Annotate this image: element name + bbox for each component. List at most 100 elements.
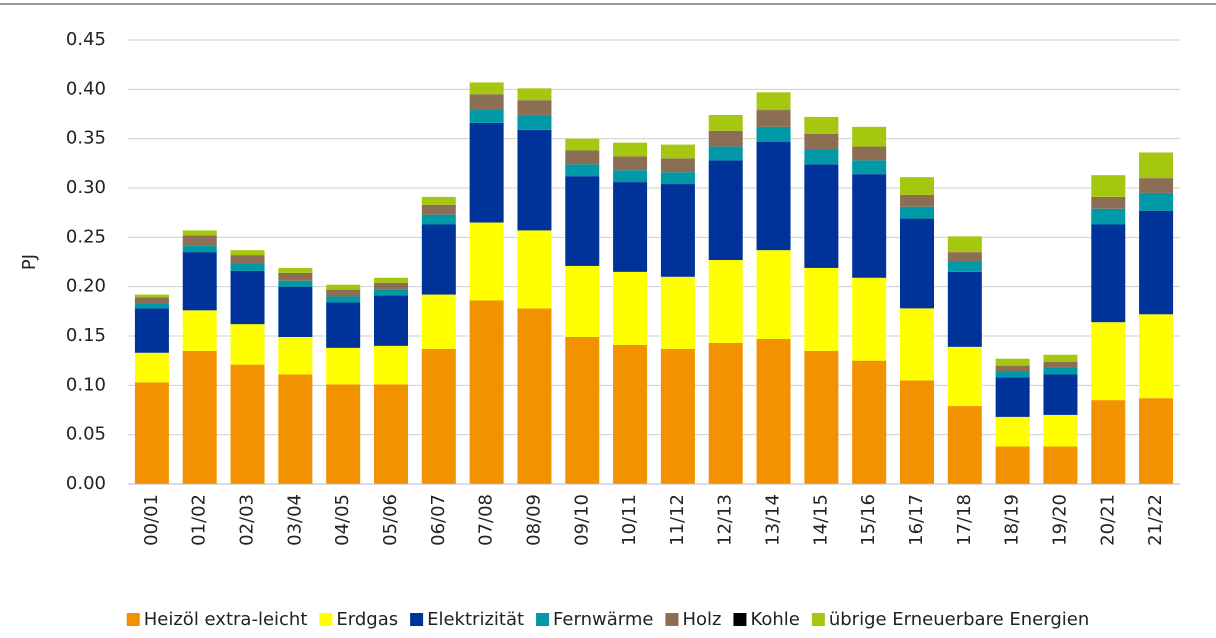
bar-segment bbox=[613, 142, 648, 157]
bar-segment bbox=[565, 164, 600, 177]
y-tick-label: 0.00 bbox=[66, 473, 106, 494]
legend-swatch bbox=[319, 613, 333, 626]
bar-segment bbox=[1139, 152, 1174, 179]
bar-segment bbox=[613, 344, 648, 484]
bar-segment bbox=[182, 350, 217, 484]
bar-segment bbox=[230, 324, 265, 365]
y-tick-label: 0.30 bbox=[66, 177, 106, 198]
bar-segment bbox=[1043, 446, 1078, 484]
bar-segment bbox=[182, 245, 217, 253]
bar-segment bbox=[1139, 210, 1174, 315]
bar-segment bbox=[947, 236, 982, 253]
x-tick-label: 05/06 bbox=[380, 494, 401, 546]
bar-segment bbox=[517, 88, 552, 101]
bar-segment bbox=[708, 342, 743, 484]
bar-segment bbox=[660, 172, 695, 185]
bar-segment bbox=[182, 235, 217, 246]
bar-segment bbox=[565, 336, 600, 484]
bar-segment bbox=[708, 260, 743, 343]
bar-segment bbox=[804, 350, 839, 484]
bar-segment bbox=[230, 270, 265, 325]
bar-segment bbox=[1043, 414, 1078, 447]
legend-label: übrige Erneuerbare Energien bbox=[829, 609, 1089, 630]
bar-segment bbox=[1043, 374, 1078, 415]
bar-segment bbox=[278, 374, 313, 484]
bar-segment bbox=[278, 267, 313, 273]
bar-segment bbox=[469, 82, 504, 95]
bar-segment bbox=[230, 263, 265, 271]
legend-swatch bbox=[733, 613, 747, 626]
bar-segment bbox=[469, 122, 504, 223]
x-tick-label: 15/16 bbox=[858, 494, 879, 546]
bar-segment bbox=[995, 377, 1030, 417]
bar-segment bbox=[756, 338, 791, 484]
x-tick-label: 02/03 bbox=[237, 494, 258, 546]
bar-segment bbox=[708, 146, 743, 161]
bar-segment bbox=[852, 360, 887, 484]
bar-segment bbox=[326, 347, 361, 385]
bar-segment bbox=[517, 230, 552, 309]
bar-segment bbox=[1043, 361, 1078, 368]
bar-segment bbox=[469, 110, 504, 123]
bar-segment bbox=[374, 295, 408, 346]
bar-segment bbox=[1139, 192, 1174, 211]
y-tick-label: 0.20 bbox=[66, 276, 106, 297]
bar-segment bbox=[278, 336, 313, 375]
legend-label: Erdgas bbox=[336, 609, 398, 630]
x-tick-label: 08/09 bbox=[523, 494, 544, 546]
bar-segment bbox=[421, 196, 456, 205]
bar-segment bbox=[852, 126, 887, 147]
bar-segment bbox=[565, 150, 600, 165]
bar-segment bbox=[900, 380, 934, 484]
bar-segment bbox=[374, 277, 408, 283]
bar-segment bbox=[995, 371, 1030, 378]
bar-segment bbox=[900, 218, 934, 309]
legend-swatch bbox=[536, 613, 550, 626]
x-tick-label: 10/11 bbox=[619, 494, 640, 546]
bar-segment bbox=[182, 230, 217, 236]
bar-segment bbox=[565, 176, 600, 266]
y-tick-label: 0.05 bbox=[66, 424, 106, 445]
bar-segment bbox=[852, 174, 887, 278]
x-tick-label: 21/22 bbox=[1145, 494, 1166, 546]
legend-swatch bbox=[410, 613, 424, 626]
bar-segment bbox=[134, 382, 169, 484]
bar-segment bbox=[182, 310, 217, 351]
x-tick-label: 12/13 bbox=[715, 494, 736, 546]
bar-segment bbox=[134, 303, 169, 309]
bar-segment bbox=[1091, 322, 1126, 401]
bar-segment bbox=[900, 308, 934, 381]
bar-segment bbox=[660, 276, 695, 349]
bar-segment bbox=[804, 164, 839, 268]
bar-segment bbox=[230, 364, 265, 484]
x-tick-label: 04/05 bbox=[332, 494, 353, 546]
legend-swatch bbox=[126, 613, 140, 626]
bar-segment bbox=[134, 294, 169, 298]
y-tick-label: 0.40 bbox=[66, 78, 106, 99]
bar-segment bbox=[708, 130, 743, 147]
bar-segment bbox=[613, 170, 648, 183]
legend-swatch bbox=[665, 613, 679, 626]
bar-segment bbox=[1139, 398, 1174, 484]
bar-segment bbox=[374, 384, 408, 484]
bar-segment bbox=[278, 280, 313, 287]
bar-segment bbox=[517, 115, 552, 130]
bar-segment bbox=[708, 114, 743, 131]
bar-segment bbox=[995, 365, 1030, 372]
bar-segment bbox=[1043, 354, 1078, 362]
y-tick-label: 0.15 bbox=[66, 325, 106, 346]
bar-segment bbox=[326, 302, 361, 348]
bar-segment bbox=[660, 348, 695, 484]
x-tick-label: 03/04 bbox=[284, 494, 305, 546]
bar-segment bbox=[278, 286, 313, 337]
x-tick-label: 07/08 bbox=[476, 494, 497, 546]
x-tick-label: 17/18 bbox=[954, 494, 975, 546]
bar-segment bbox=[517, 308, 552, 484]
legend-swatch bbox=[811, 613, 825, 626]
bar-segment bbox=[230, 250, 265, 256]
bar-segment bbox=[900, 177, 934, 195]
bar-segment bbox=[995, 358, 1030, 366]
bar-segment bbox=[852, 146, 887, 161]
bar-segment bbox=[326, 296, 361, 303]
